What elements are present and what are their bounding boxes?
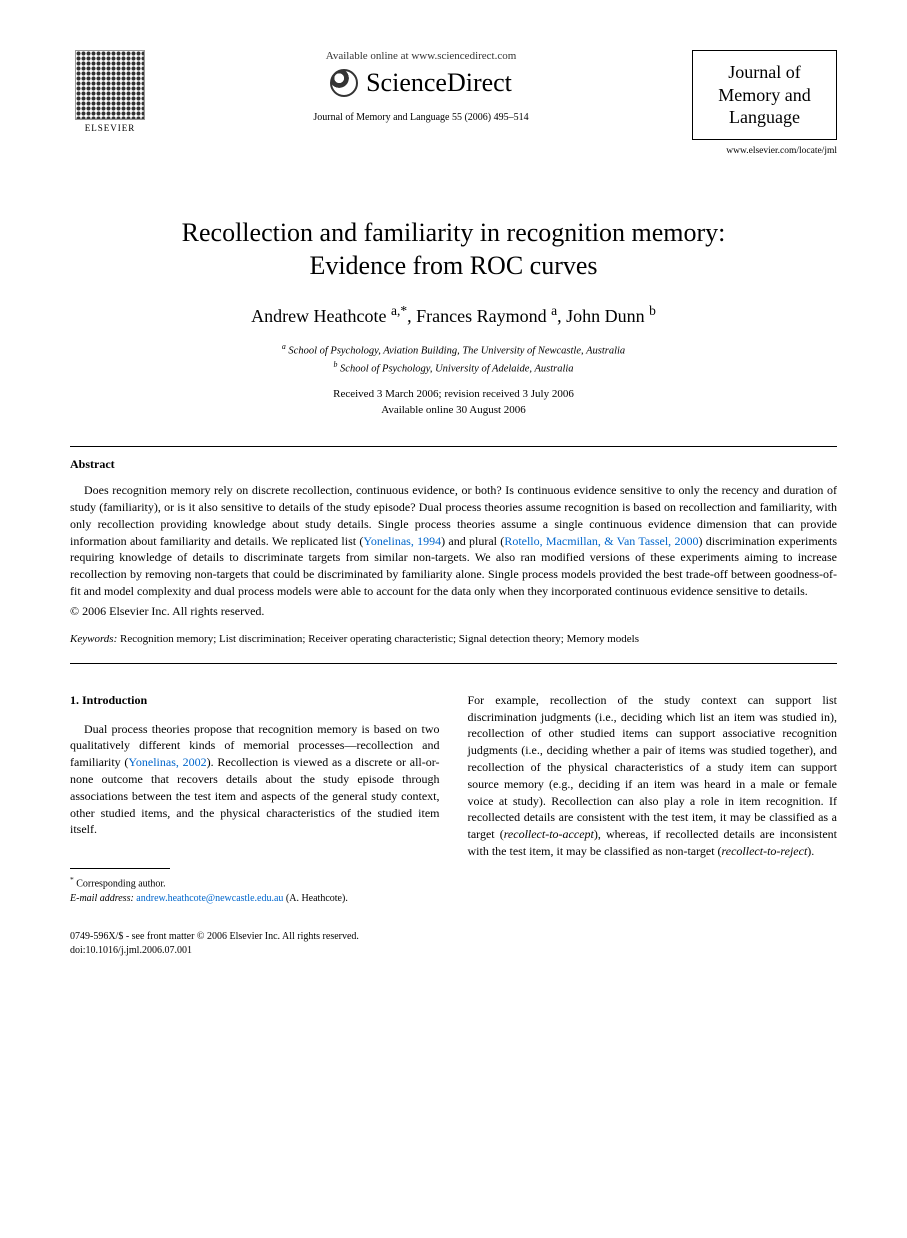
intro-col2-ital1: recollect-to-accept [504, 827, 594, 841]
keywords-label: Keywords: [70, 633, 117, 645]
keywords-line: Keywords: Recognition memory; List discr… [70, 633, 837, 645]
copyright-line: © 2006 Elsevier Inc. All rights reserved… [70, 604, 837, 619]
footnote-divider [70, 868, 170, 869]
abstract-cite1[interactable]: Yonelinas, 1994 [363, 534, 441, 548]
title-line1: Recollection and familiarity in recognit… [70, 216, 837, 250]
sciencedirect-block: Available online at www.sciencedirect.co… [150, 50, 692, 123]
journal-citation: Journal of Memory and Language 55 (2006)… [170, 112, 672, 123]
available-date: Available online 30 August 2006 [70, 403, 837, 418]
affiliation-a: a School of Psychology, Aviation Buildin… [70, 341, 837, 359]
dates-block: Received 3 March 2006; revision received… [70, 387, 837, 418]
intro-col2-ital2: recollect-to-reject [722, 844, 808, 858]
available-online-text: Available online at www.sciencedirect.co… [170, 50, 672, 62]
authors-line: Andrew Heathcote a,*, Frances Raymond a,… [70, 303, 837, 327]
author-1: Andrew Heathcote [251, 306, 386, 326]
column-right: For example, recollection of the study c… [468, 692, 838, 906]
intro-heading: 1. Introduction [70, 692, 440, 709]
email-line: E-mail address: andrew.heathcote@newcast… [70, 892, 440, 906]
journal-name-l2: Memory and [707, 84, 822, 107]
elsevier-label: ELSEVIER [85, 123, 136, 133]
intro-col2-pre: For example, recollection of the study c… [468, 693, 838, 841]
email-label: E-mail address: [70, 893, 134, 904]
author-1-sup: a,* [391, 303, 407, 318]
author-3: John Dunn [566, 306, 645, 326]
abstract-text: Does recognition memory rely on discrete… [70, 482, 837, 600]
intro-para-1: Dual process theories propose that recog… [70, 721, 440, 839]
journal-url[interactable]: www.elsevier.com/locate/jml [692, 146, 837, 156]
sciencedirect-text: ScienceDirect [366, 68, 512, 98]
abstract-mid1: ) and plural ( [441, 534, 504, 548]
bottom-line1: 0749-596X/$ - see front matter © 2006 El… [70, 930, 837, 944]
abstract-cite2[interactable]: Rotello, Macmillan, & Van Tassel, 2000 [504, 534, 698, 548]
intro-col1-cite[interactable]: Yonelinas, 2002 [128, 755, 206, 769]
email-address[interactable]: andrew.heathcote@newcastle.edu.au [136, 893, 283, 904]
intro-col2-post: ). [807, 844, 814, 858]
divider-mid [70, 663, 837, 664]
article-title: Recollection and familiarity in recognit… [70, 216, 837, 284]
author-2: Frances Raymond [416, 306, 546, 326]
abstract-heading: Abstract [70, 457, 837, 472]
sciencedirect-logo: ScienceDirect [170, 68, 672, 98]
author-3-sup: b [649, 303, 656, 318]
title-line2: Evidence from ROC curves [70, 249, 837, 283]
header-row: ELSEVIER Available online at www.science… [70, 50, 837, 186]
divider-top [70, 446, 837, 447]
bottom-line2: doi:10.1016/j.jml.2006.07.001 [70, 944, 837, 958]
journal-box-wrapper: Journal of Memory and Language www.elsev… [692, 50, 837, 186]
keywords-text: Recognition memory; List discrimination;… [120, 633, 639, 645]
corresponding-author: * Corresponding author. [70, 875, 440, 891]
journal-name-l3: Language [707, 106, 822, 129]
affiliations: a School of Psychology, Aviation Buildin… [70, 341, 837, 377]
elsevier-tree-icon [75, 50, 145, 120]
body-columns: 1. Introduction Dual process theories pr… [70, 692, 837, 906]
journal-box: Journal of Memory and Language [692, 50, 837, 140]
email-suffix: (A. Heathcote). [286, 893, 348, 904]
author-2-sup: a [551, 303, 557, 318]
affiliation-b: b School of Psychology, University of Ad… [70, 359, 837, 377]
intro-para-2: For example, recollection of the study c… [468, 692, 838, 860]
bottom-info: 0749-596X/$ - see front matter © 2006 El… [70, 930, 837, 958]
journal-name-l1: Journal of [707, 61, 822, 84]
sciencedirect-icon [330, 69, 358, 97]
received-date: Received 3 March 2006; revision received… [70, 387, 837, 402]
column-left: 1. Introduction Dual process theories pr… [70, 692, 440, 906]
footnote-block: * Corresponding author. E-mail address: … [70, 875, 440, 905]
elsevier-logo: ELSEVIER [70, 50, 150, 133]
